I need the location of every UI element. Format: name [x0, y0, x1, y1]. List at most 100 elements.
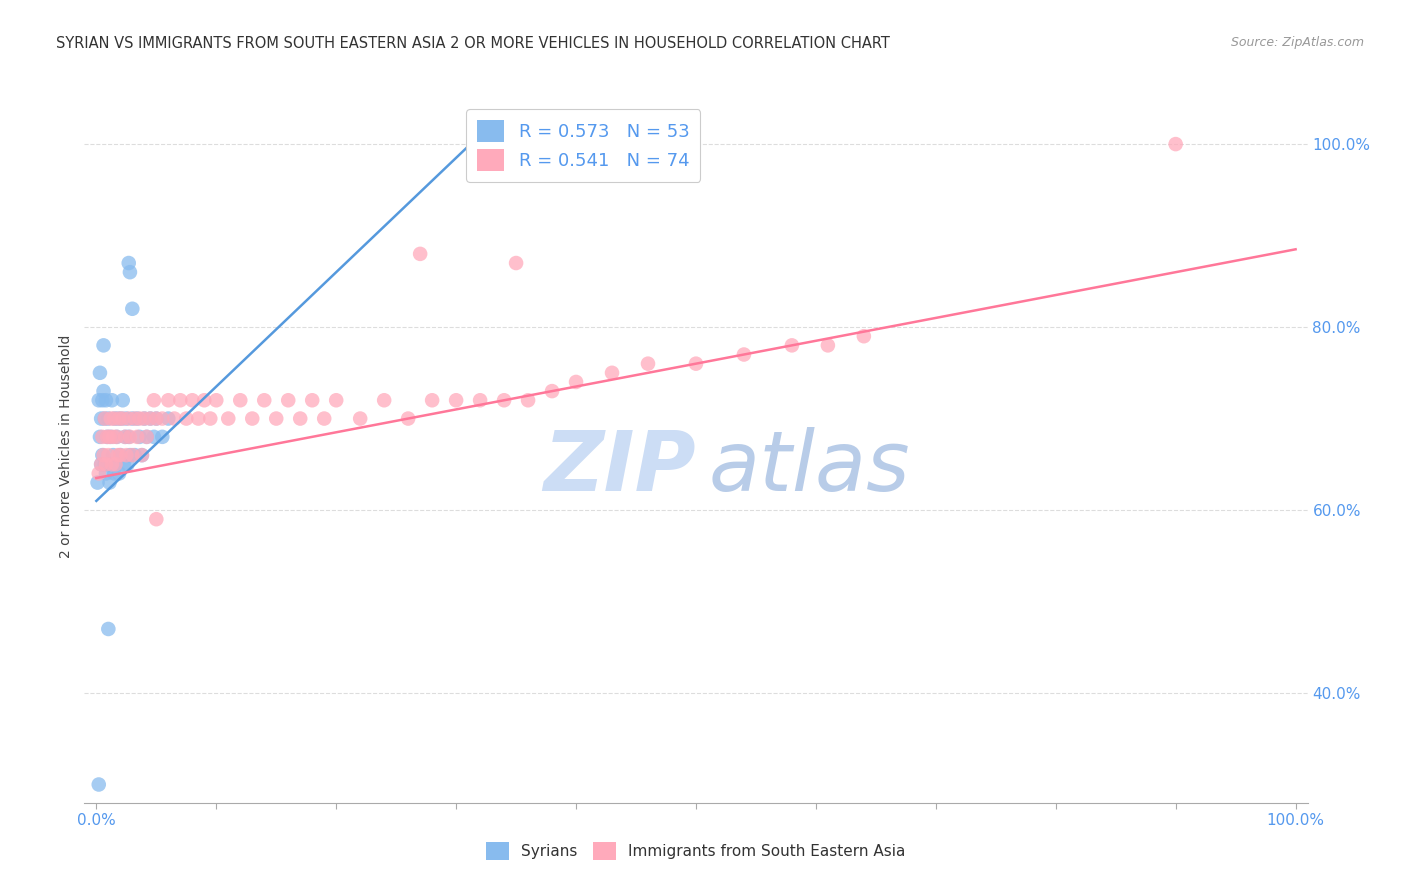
Point — [94, 393, 117, 408]
Point — [91, 448, 114, 462]
Point — [157, 411, 180, 425]
Point — [94, 458, 117, 472]
Point — [118, 448, 141, 462]
Point — [565, 375, 588, 389]
Point — [373, 393, 395, 408]
Point — [98, 475, 121, 490]
Legend: Syrians, Immigrants from South Eastern Asia: Syrians, Immigrants from South Eastern A… — [481, 836, 911, 866]
Point — [97, 622, 120, 636]
Point — [93, 448, 115, 462]
Point — [115, 448, 138, 462]
Y-axis label: 2 or more Vehicles in Household: 2 or more Vehicles in Household — [59, 334, 73, 558]
Point — [90, 458, 112, 472]
Point — [107, 448, 129, 462]
Point — [325, 393, 347, 408]
Point — [103, 411, 125, 425]
Point — [131, 448, 153, 462]
Point — [409, 247, 432, 261]
Point — [118, 430, 141, 444]
Point — [98, 430, 121, 444]
Point — [420, 393, 443, 408]
Point — [135, 430, 157, 444]
Point — [817, 338, 839, 352]
Point — [637, 357, 659, 371]
Point — [314, 411, 336, 425]
Point — [600, 366, 623, 380]
Point — [181, 393, 204, 408]
Point — [494, 393, 516, 408]
Point — [517, 393, 540, 408]
Point — [240, 411, 263, 425]
Point — [142, 393, 165, 408]
Point — [100, 411, 122, 425]
Point — [145, 411, 167, 425]
Point — [229, 393, 252, 408]
Point — [277, 393, 299, 408]
Point — [114, 430, 136, 444]
Point — [89, 430, 111, 444]
Point — [91, 430, 114, 444]
Point — [139, 411, 162, 425]
Point — [110, 448, 132, 462]
Point — [101, 448, 124, 462]
Point — [505, 256, 527, 270]
Point — [104, 458, 127, 472]
Text: SYRIAN VS IMMIGRANTS FROM SOUTH EASTERN ASIA 2 OR MORE VEHICLES IN HOUSEHOLD COR: SYRIAN VS IMMIGRANTS FROM SOUTH EASTERN … — [56, 36, 890, 51]
Point — [96, 430, 118, 444]
Point — [115, 411, 138, 425]
Point — [108, 411, 131, 425]
Point — [1164, 137, 1187, 152]
Point — [117, 458, 139, 472]
Point — [444, 393, 467, 408]
Point — [96, 430, 118, 444]
Point — [103, 411, 125, 425]
Point — [253, 393, 276, 408]
Point — [217, 411, 239, 425]
Text: atlas: atlas — [709, 427, 910, 508]
Point — [87, 393, 110, 408]
Point — [97, 448, 120, 462]
Point — [187, 411, 209, 425]
Text: Source: ZipAtlas.com: Source: ZipAtlas.com — [1230, 36, 1364, 49]
Point — [87, 777, 110, 791]
Point — [139, 411, 162, 425]
Point — [101, 458, 124, 472]
Point — [101, 393, 124, 408]
Point — [301, 393, 323, 408]
Point — [118, 265, 141, 279]
Point — [131, 448, 153, 462]
Point — [127, 430, 149, 444]
Point — [93, 338, 115, 352]
Point — [105, 430, 128, 444]
Point — [108, 467, 131, 481]
Point — [112, 458, 135, 472]
Point — [134, 411, 156, 425]
Point — [396, 411, 419, 425]
Point — [150, 411, 173, 425]
Point — [541, 384, 564, 398]
Point — [134, 411, 156, 425]
Point — [193, 393, 215, 408]
Point — [169, 393, 191, 408]
Point — [118, 411, 141, 425]
Point — [89, 366, 111, 380]
Point — [468, 393, 491, 408]
Point — [157, 393, 180, 408]
Point — [121, 301, 143, 316]
Point — [127, 411, 149, 425]
Point — [94, 467, 117, 481]
Point — [105, 430, 128, 444]
Point — [93, 384, 115, 398]
Point — [852, 329, 875, 343]
Point — [205, 393, 228, 408]
Point — [86, 475, 108, 490]
Point — [101, 430, 124, 444]
Point — [111, 411, 134, 425]
Point — [87, 467, 110, 481]
Point — [733, 347, 755, 361]
Point — [118, 256, 141, 270]
Text: ZIP: ZIP — [543, 427, 696, 508]
Point — [290, 411, 312, 425]
Point — [142, 430, 165, 444]
Point — [90, 411, 112, 425]
